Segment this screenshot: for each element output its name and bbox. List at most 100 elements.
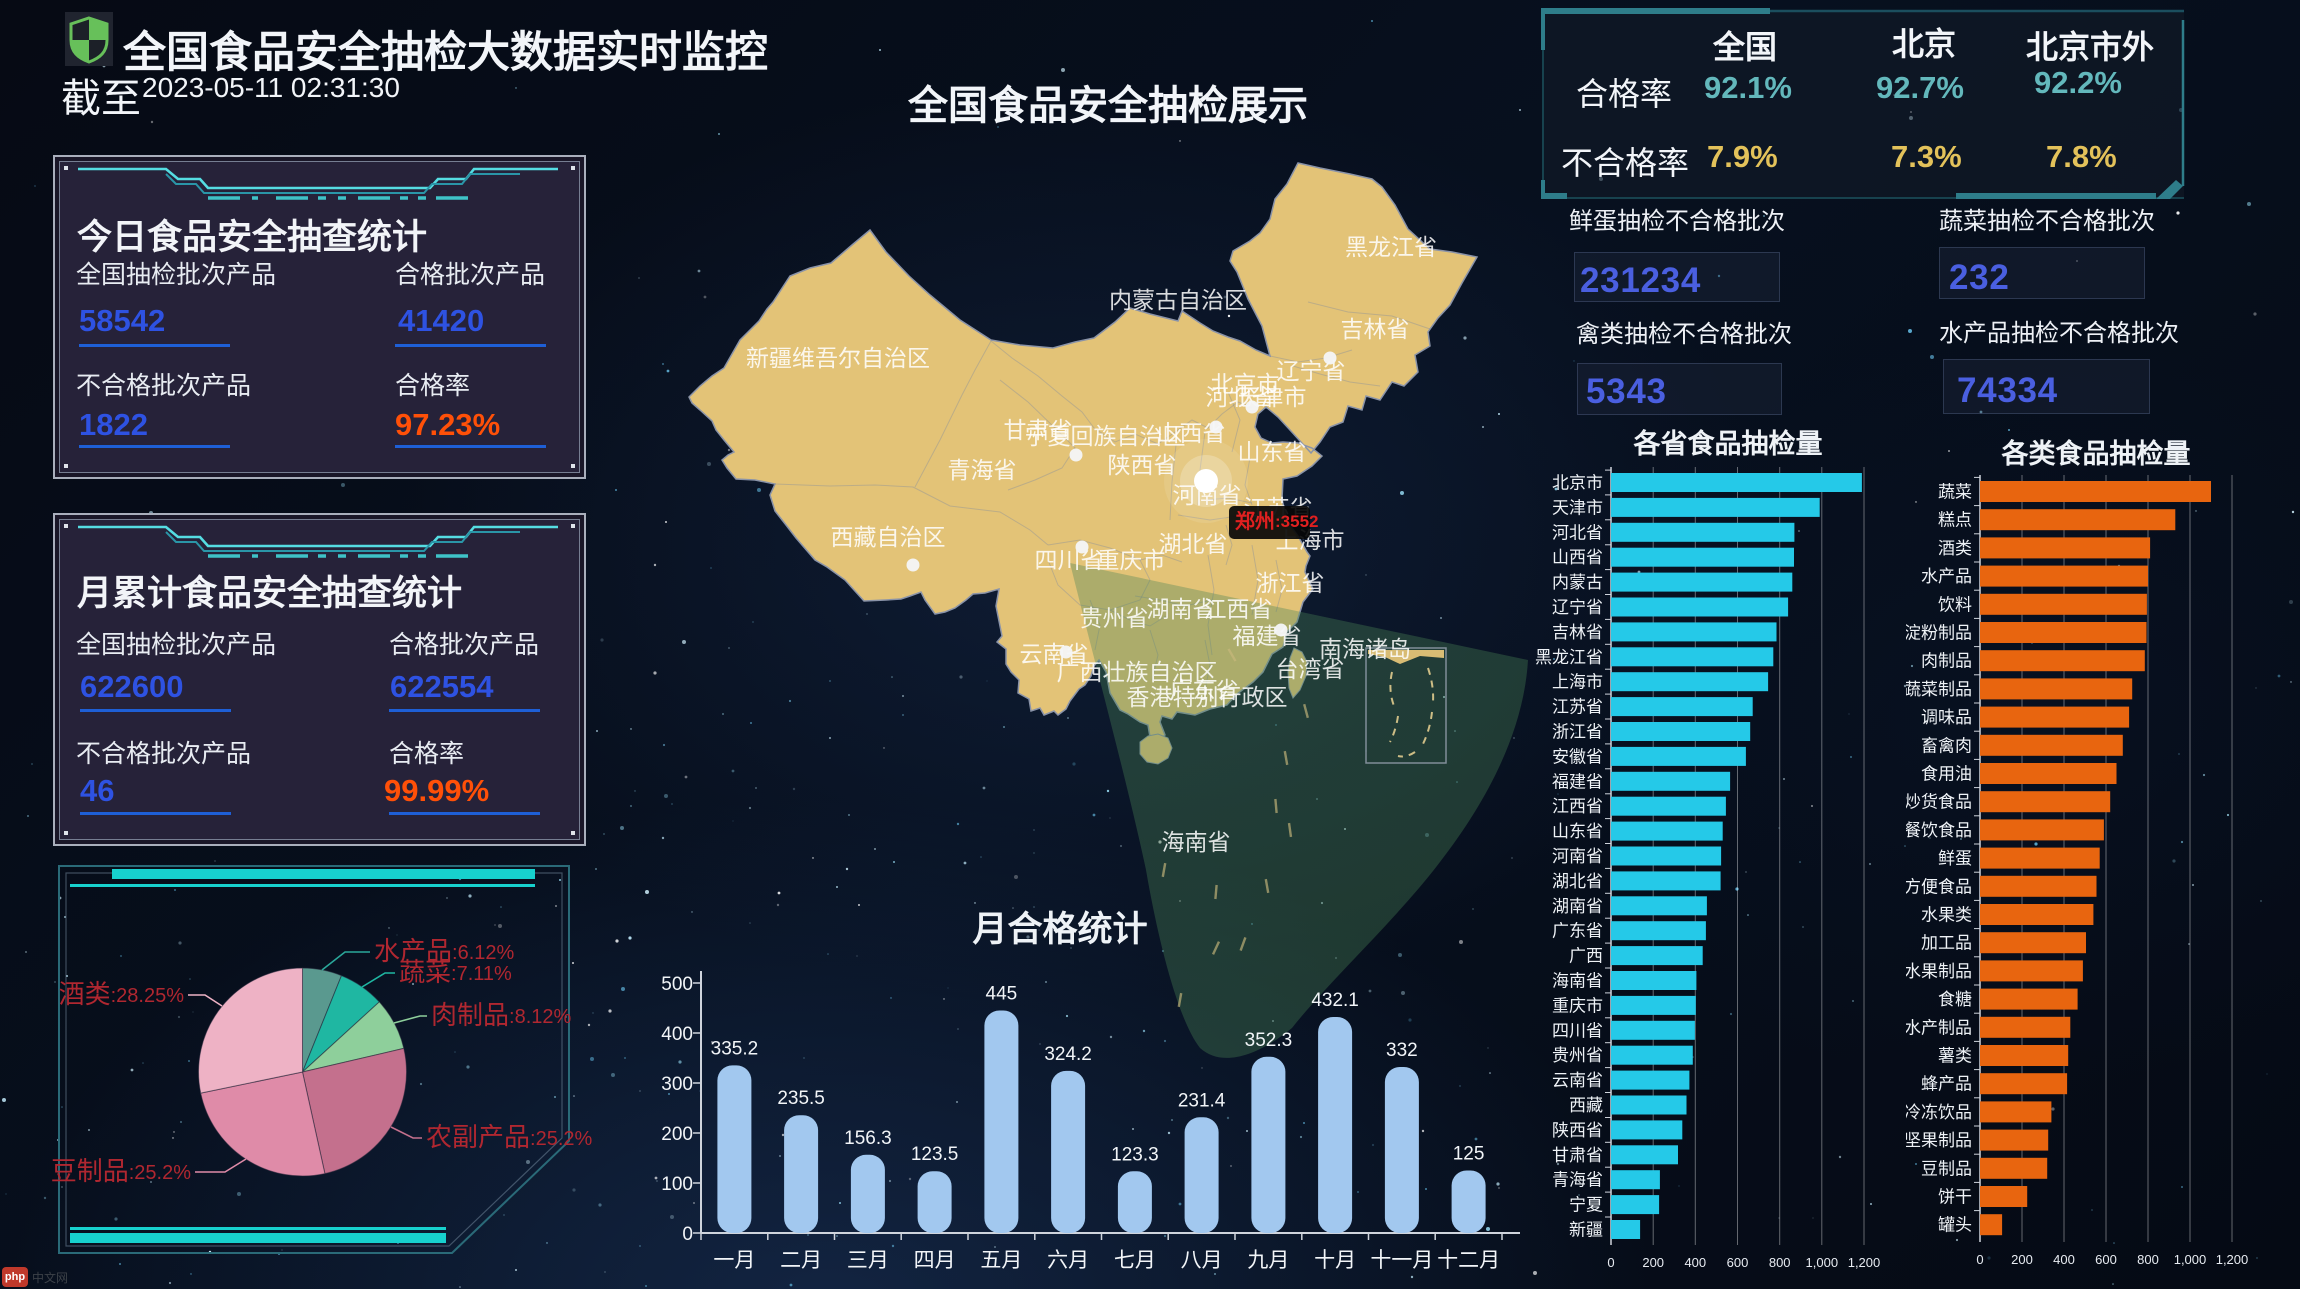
svg-text:浙江省: 浙江省 <box>1256 570 1325 596</box>
svg-text:三月: 三月 <box>847 1249 889 1272</box>
svg-text:水产品: 水产品 <box>1921 567 1972 586</box>
svg-text:200: 200 <box>661 1124 693 1145</box>
svg-text:125: 125 <box>1453 1144 1485 1165</box>
svg-text:肉制品: 肉制品 <box>1921 652 1972 671</box>
svg-text:甘肃省: 甘肃省 <box>1552 1146 1603 1165</box>
svg-text:水果类: 水果类 <box>1921 906 1972 925</box>
svg-text:0: 0 <box>1607 1255 1614 1270</box>
svg-text:324.2: 324.2 <box>1044 1044 1092 1065</box>
svg-text:1,200: 1,200 <box>2216 1252 2249 1267</box>
svg-text:云南省: 云南省 <box>1552 1071 1603 1090</box>
svg-text:西藏自治区: 西藏自治区 <box>831 524 946 550</box>
svg-text:蔬菜: 蔬菜 <box>1938 483 1972 502</box>
svg-text:河南省: 河南省 <box>1552 847 1603 866</box>
svg-text:江西省: 江西省 <box>1204 596 1273 622</box>
svg-text:水果制品: 水果制品 <box>1904 962 1972 981</box>
svg-text:淀粉制品: 淀粉制品 <box>1904 624 1972 643</box>
svg-text:各类食品抽检量: 各类食品抽检量 <box>2001 438 2191 469</box>
svg-text:四川省: 四川省 <box>1552 1021 1603 1040</box>
svg-text:天津市: 天津市 <box>1552 498 1603 517</box>
svg-text:黑龙江省: 黑龙江省 <box>1535 648 1603 667</box>
svg-text:宁夏回族自治区: 宁夏回族自治区 <box>1025 423 1186 449</box>
svg-text:饮料: 饮料 <box>1938 595 1972 614</box>
svg-text:酒类:28.25%: 酒类:28.25% <box>59 979 185 1009</box>
svg-text:青海省: 青海省 <box>948 457 1017 483</box>
svg-text:安徽省: 安徽省 <box>1552 747 1603 766</box>
svg-text:八月: 八月 <box>1181 1249 1223 1272</box>
svg-text:300: 300 <box>661 1074 693 1095</box>
svg-text:河北省: 河北省 <box>1206 384 1275 410</box>
svg-text:新疆维吾尔自治区: 新疆维吾尔自治区 <box>746 345 930 371</box>
svg-text:湖南省: 湖南省 <box>1552 897 1603 916</box>
svg-text:七月: 七月 <box>1114 1249 1156 1272</box>
svg-text:郑州:3552: 郑州:3552 <box>1235 510 1318 533</box>
svg-text:新疆: 新疆 <box>1569 1221 1603 1240</box>
svg-text:豆制品: 豆制品 <box>1921 1159 1972 1178</box>
svg-text:贵州省: 贵州省 <box>1080 605 1149 631</box>
svg-text:青海省: 青海省 <box>1552 1171 1603 1190</box>
svg-text:南海诸岛: 南海诸岛 <box>1319 636 1411 662</box>
svg-text:畜禽肉: 畜禽肉 <box>1921 736 1972 755</box>
svg-text:0: 0 <box>1976 1252 1983 1267</box>
svg-text:月合格统计: 月合格统计 <box>972 910 1147 949</box>
svg-text:糕点: 糕点 <box>1938 511 1972 530</box>
svg-text:235.5: 235.5 <box>777 1088 825 1109</box>
svg-text:各省食品抽检量: 各省食品抽检量 <box>1633 428 1823 459</box>
svg-text:445: 445 <box>986 984 1018 1005</box>
svg-text:五月: 五月 <box>980 1249 1022 1272</box>
svg-text:甘肃省: 甘肃省 <box>1004 417 1073 443</box>
svg-text:九月: 九月 <box>1247 1249 1289 1272</box>
svg-text:饼干: 饼干 <box>1938 1188 1972 1207</box>
svg-text:炒货食品: 炒货食品 <box>1904 793 1972 812</box>
svg-text:二月: 二月 <box>780 1249 822 1272</box>
svg-text:坚果制品: 坚果制品 <box>1904 1131 1972 1150</box>
svg-text:食用油: 食用油 <box>1921 765 1972 784</box>
svg-text:600: 600 <box>2095 1252 2117 1267</box>
svg-text:432.1: 432.1 <box>1311 990 1359 1011</box>
svg-text:山东省: 山东省 <box>1552 822 1603 841</box>
svg-text:400: 400 <box>2053 1252 2075 1267</box>
svg-text:400: 400 <box>1684 1255 1706 1270</box>
svg-text:海南省: 海南省 <box>1552 972 1603 991</box>
svg-text:500: 500 <box>661 974 693 995</box>
svg-text:156.3: 156.3 <box>844 1128 892 1149</box>
svg-text:陕西省: 陕西省 <box>1108 452 1177 478</box>
svg-text:广东省: 广东省 <box>1170 677 1239 703</box>
svg-text:福建省: 福建省 <box>1233 623 1302 649</box>
svg-text:十一月: 十一月 <box>1370 1249 1433 1272</box>
svg-text:江西省: 江西省 <box>1552 797 1603 816</box>
svg-text:湖北省: 湖北省 <box>1159 531 1228 557</box>
svg-text:台湾省: 台湾省 <box>1276 656 1345 682</box>
svg-text:方便食品: 方便食品 <box>1904 877 1972 896</box>
svg-text:鲜蛋: 鲜蛋 <box>1938 849 1972 868</box>
svg-text:352.3: 352.3 <box>1245 1030 1293 1051</box>
svg-text:一月: 一月 <box>713 1249 755 1272</box>
svg-text:吉林省: 吉林省 <box>1341 316 1410 342</box>
svg-text:食糖: 食糖 <box>1938 990 1972 1009</box>
svg-text:200: 200 <box>1642 1255 1664 1270</box>
svg-text:四月: 四月 <box>914 1249 956 1272</box>
svg-text:调味品: 调味品 <box>1921 708 1972 727</box>
svg-text:内蒙古自治区: 内蒙古自治区 <box>1109 287 1247 313</box>
svg-text:香港特别行政区: 香港特别行政区 <box>1127 684 1288 710</box>
svg-text:海南省: 海南省 <box>1162 829 1231 855</box>
svg-text:罐头: 罐头 <box>1938 1216 1972 1235</box>
svg-text:山西省: 山西省 <box>1552 548 1603 567</box>
svg-text:贵州省: 贵州省 <box>1552 1046 1603 1065</box>
svg-text:广西: 广西 <box>1569 947 1603 966</box>
svg-text:蔬菜制品: 蔬菜制品 <box>1904 680 1972 699</box>
svg-text:600: 600 <box>1727 1255 1749 1270</box>
svg-text:上海市: 上海市 <box>1552 673 1603 692</box>
svg-text:北京市: 北京市 <box>1552 474 1603 493</box>
svg-text:800: 800 <box>2137 1252 2159 1267</box>
svg-text:四川省: 四川省 <box>1035 547 1104 573</box>
svg-text:332: 332 <box>1386 1040 1418 1061</box>
svg-text:黑龙江省: 黑龙江省 <box>1345 234 1437 260</box>
svg-text:西藏: 西藏 <box>1569 1096 1603 1115</box>
svg-text:全国食品安全抽检展示: 全国食品安全抽检展示 <box>907 83 1308 128</box>
svg-text:十二月: 十二月 <box>1437 1249 1500 1272</box>
svg-text:湖北省: 湖北省 <box>1552 872 1603 891</box>
svg-text:广西壮族自治区: 广西壮族自治区 <box>1057 659 1218 685</box>
svg-text:水产制品: 水产制品 <box>1904 1018 1972 1037</box>
svg-text:北京市: 北京市 <box>1211 371 1280 397</box>
